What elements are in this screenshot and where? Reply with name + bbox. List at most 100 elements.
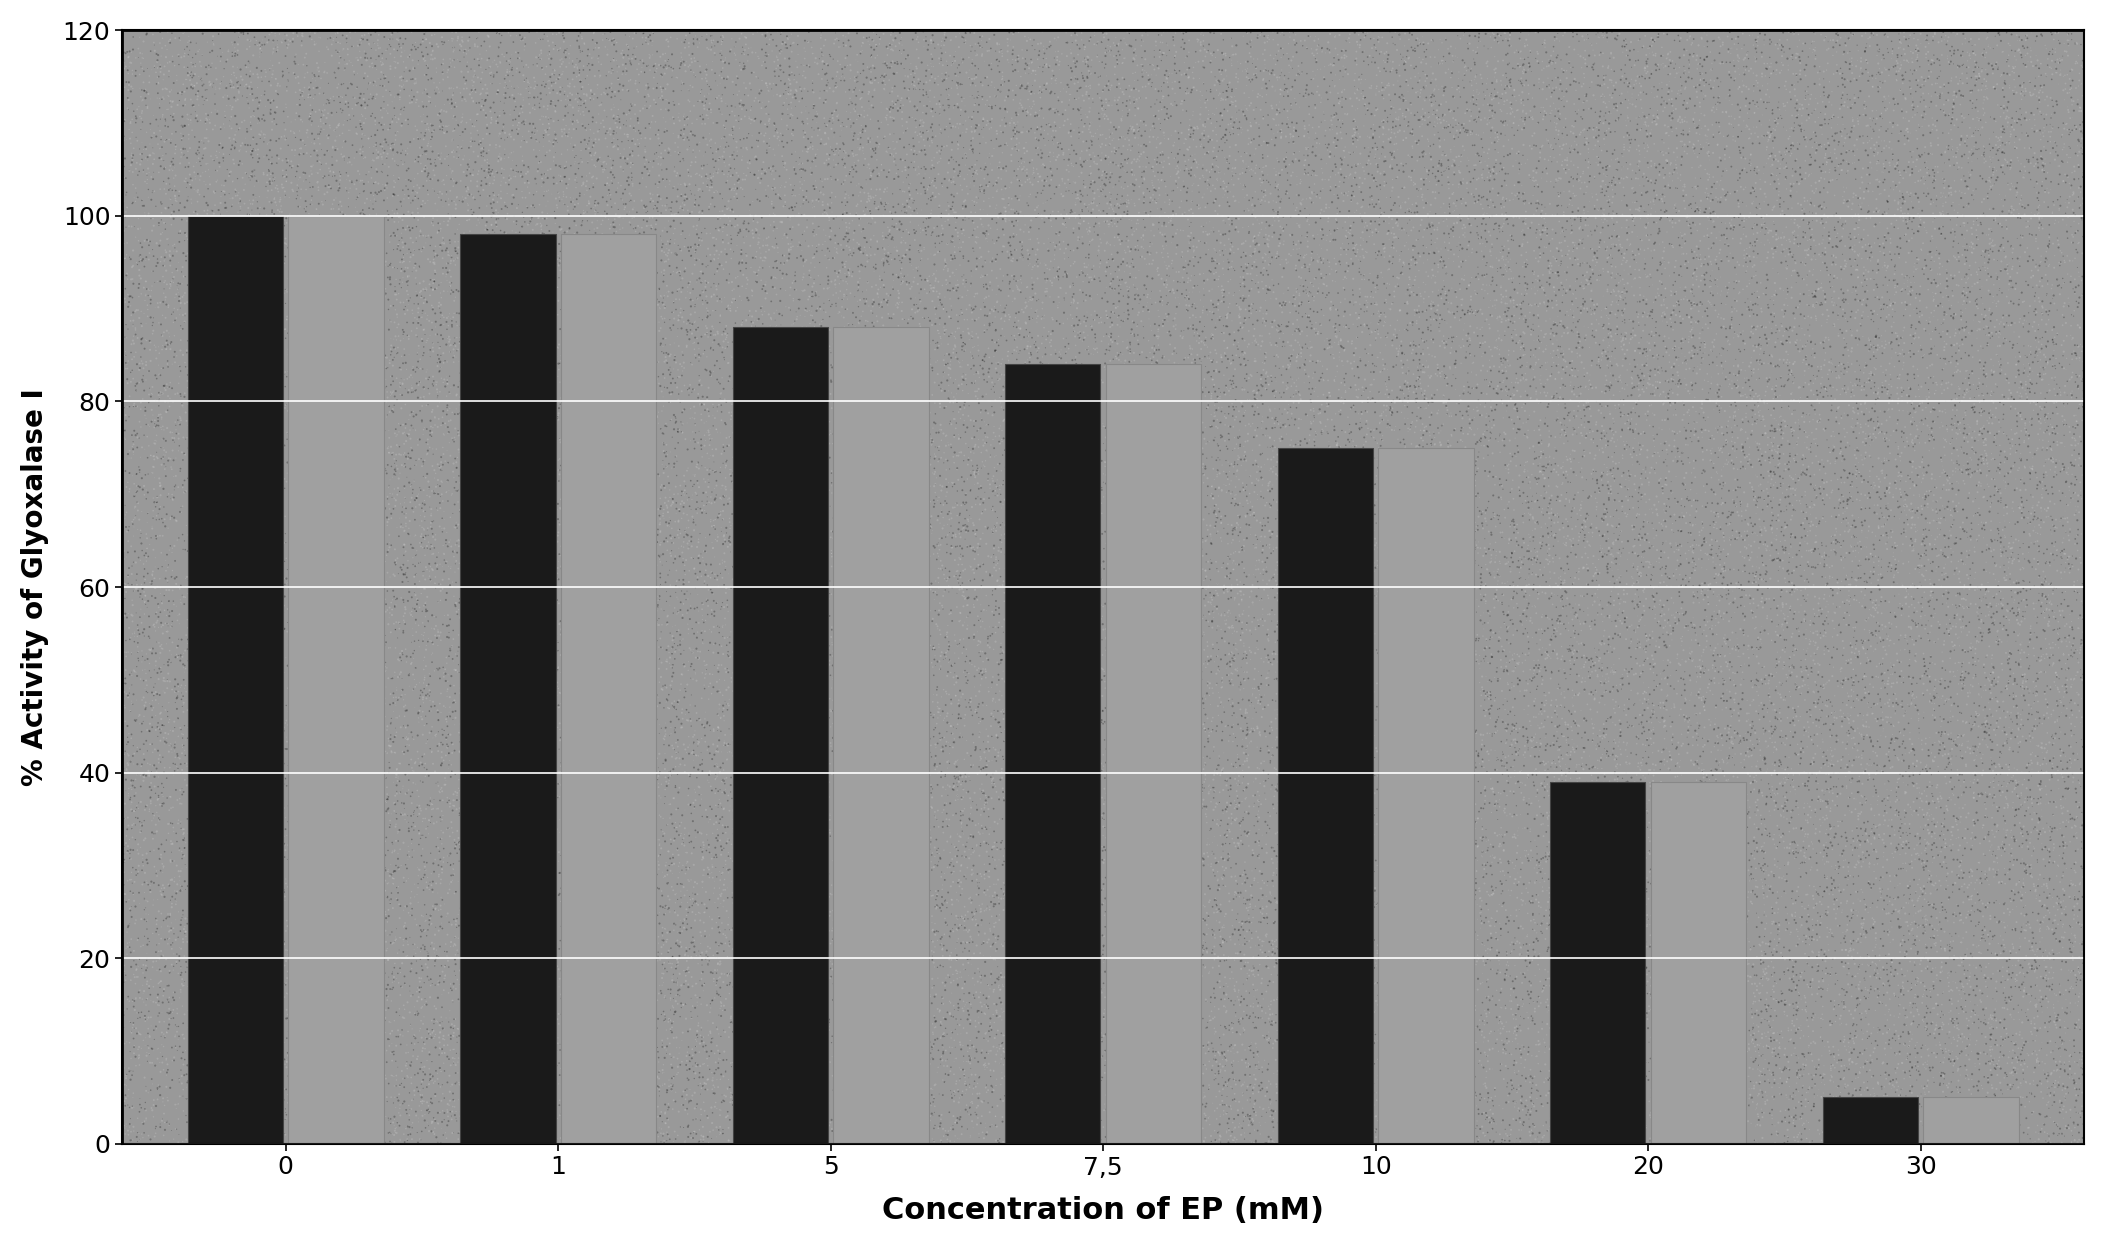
Point xyxy=(429,711,463,731)
Point xyxy=(539,485,573,505)
Point xyxy=(1953,523,1987,543)
Point xyxy=(1526,753,1560,773)
Point xyxy=(1261,247,1295,267)
Point xyxy=(2025,485,2059,505)
Point xyxy=(2052,604,2086,624)
Point xyxy=(194,75,227,95)
Point xyxy=(1354,508,1387,528)
Point xyxy=(1566,888,1600,908)
Point xyxy=(1427,385,1461,405)
Point xyxy=(871,100,905,120)
Point xyxy=(1271,897,1305,917)
Point xyxy=(488,424,522,444)
Point xyxy=(1728,35,1762,55)
Point xyxy=(1762,39,1796,59)
Point xyxy=(1918,289,1951,309)
Point xyxy=(139,338,173,358)
Point xyxy=(1229,969,1263,989)
Point xyxy=(499,1020,533,1040)
Point xyxy=(512,621,545,640)
Point xyxy=(556,51,589,71)
Point xyxy=(352,430,385,450)
Point xyxy=(549,561,583,581)
Point xyxy=(802,1003,836,1023)
Point xyxy=(375,92,408,112)
Point xyxy=(124,937,158,957)
Point xyxy=(1808,881,1842,901)
Point xyxy=(1836,476,1869,496)
Point xyxy=(659,466,693,486)
Point xyxy=(610,667,644,687)
Point xyxy=(335,952,368,972)
Point xyxy=(661,126,695,146)
Point xyxy=(964,966,998,986)
Point xyxy=(1970,421,2004,441)
Point xyxy=(943,1024,977,1044)
Point xyxy=(1118,39,1151,59)
Point xyxy=(1162,667,1196,687)
Point xyxy=(1728,778,1762,797)
Point xyxy=(1791,668,1825,688)
Point xyxy=(899,774,933,794)
Point xyxy=(564,72,598,92)
Point xyxy=(871,226,905,245)
Point xyxy=(686,633,720,653)
Point xyxy=(1575,35,1608,55)
Point xyxy=(2059,278,2092,298)
Point xyxy=(229,163,263,183)
Point xyxy=(968,424,1002,444)
Point xyxy=(1741,817,1775,837)
Point xyxy=(244,613,278,633)
Point xyxy=(1162,581,1196,601)
Point xyxy=(615,95,648,115)
Point xyxy=(307,930,341,949)
Point xyxy=(901,321,935,341)
Point xyxy=(1623,107,1657,127)
Point xyxy=(1869,88,1903,108)
Point xyxy=(1339,932,1372,952)
Point xyxy=(554,302,587,321)
Point xyxy=(1379,972,1412,992)
Point xyxy=(1970,957,2004,977)
Point xyxy=(1909,616,1943,635)
Point xyxy=(1484,312,1518,331)
Point xyxy=(853,559,886,579)
Point xyxy=(751,351,785,371)
Point xyxy=(1846,126,1880,146)
Point xyxy=(1939,396,1972,416)
Point xyxy=(678,1029,711,1049)
Point xyxy=(808,135,842,155)
Point xyxy=(322,181,356,201)
Point xyxy=(1873,385,1907,405)
Point xyxy=(1732,1058,1766,1078)
Point xyxy=(979,617,1013,637)
Point xyxy=(345,551,379,571)
Point xyxy=(1539,627,1572,647)
Point xyxy=(1196,370,1229,390)
Point xyxy=(326,531,360,551)
Point xyxy=(646,1060,680,1080)
Point xyxy=(124,1024,158,1044)
Point xyxy=(463,186,497,206)
Point xyxy=(404,1072,438,1091)
Point xyxy=(1716,490,1749,510)
Point xyxy=(1465,819,1499,839)
Point xyxy=(964,495,998,515)
Point xyxy=(482,1033,516,1053)
Point xyxy=(842,927,876,947)
Point xyxy=(143,385,177,405)
Point xyxy=(865,822,899,842)
Point xyxy=(1937,232,1970,252)
Point xyxy=(438,1009,472,1029)
Point xyxy=(402,688,436,708)
Point xyxy=(2004,819,2038,839)
Point xyxy=(2023,82,2057,102)
Point xyxy=(882,552,916,572)
Point xyxy=(1244,1073,1278,1093)
Point xyxy=(499,163,533,183)
Point xyxy=(288,240,322,260)
Point xyxy=(1507,700,1541,720)
Point xyxy=(1364,1032,1398,1052)
Point xyxy=(276,140,309,159)
Point xyxy=(446,300,480,320)
